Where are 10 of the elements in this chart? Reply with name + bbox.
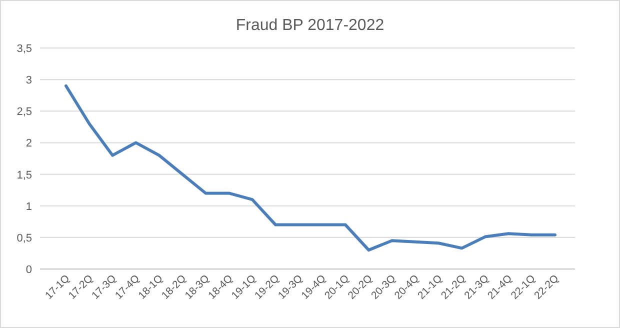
y-tick-label: 0 [26, 264, 32, 276]
y-tick-label: 1,5 [16, 169, 32, 182]
chart-title: Fraud BP 2017-2022 [236, 17, 384, 34]
line-series [64, 84, 556, 252]
y-tick-label: 2 [26, 138, 32, 150]
y-tick-label: 3 [26, 74, 32, 87]
y-tick-label: 2,5 [16, 106, 32, 118]
y-tick-label: 3,5 [16, 43, 32, 55]
y-tick-label: 1 [26, 200, 32, 213]
y-tick-label: 0,5 [16, 232, 32, 244]
